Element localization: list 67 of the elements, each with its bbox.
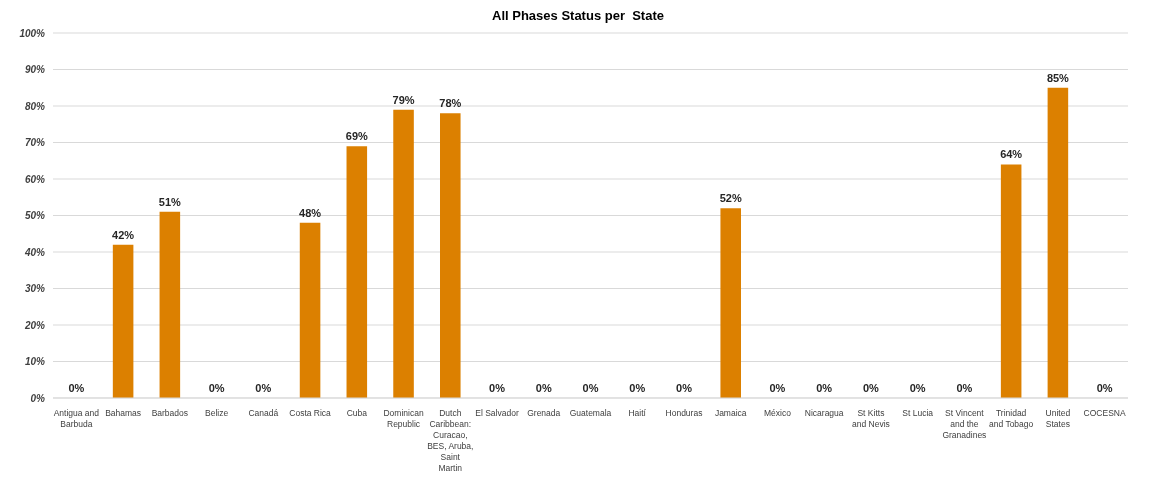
data-label: 0%	[535, 382, 552, 394]
x-tick-label: Costa Rica	[289, 408, 332, 418]
data-label: 0%	[629, 382, 646, 394]
x-tick-label: Nicaragua	[804, 408, 844, 418]
x-tick-label: Canadá	[248, 408, 279, 418]
y-tick-label: 100%	[19, 27, 46, 39]
x-tick-label: Jamaica	[714, 408, 747, 418]
data-label: 0%	[68, 382, 85, 394]
bar	[299, 222, 321, 398]
data-label: 51%	[158, 195, 182, 208]
y-tick-label: 80%	[24, 100, 46, 112]
y-tick-label: 20%	[23, 319, 46, 331]
data-label: 0%	[769, 382, 786, 394]
bar	[440, 113, 461, 398]
x-tick-label: St Kitts and Nevis	[852, 408, 890, 429]
y-tick-label: 40%	[23, 246, 46, 258]
x-tick-label: Haití	[628, 408, 647, 418]
x-tick-label: COCESNA	[1083, 408, 1126, 418]
y-tick-label: 50%	[24, 210, 46, 222]
x-tick-label: Grenada	[527, 408, 561, 418]
x-tick-label: Belize	[205, 408, 229, 418]
y-tick-label: 60%	[24, 173, 46, 185]
data-label: 48%	[299, 206, 322, 219]
data-label: 0%	[255, 382, 272, 394]
x-tick-label: Trinidad and Tobago	[989, 408, 1034, 429]
data-label: 69%	[345, 130, 369, 143]
data-label: 0%	[1096, 382, 1113, 394]
y-tick-label: 0%	[30, 392, 46, 404]
x-tick-label: Antigua and Barbuda	[53, 408, 100, 429]
data-label: 0%	[489, 382, 506, 394]
x-tick-label: Cuba	[346, 408, 368, 418]
x-tick-label: México	[763, 408, 792, 418]
x-tick-label: United States	[1045, 408, 1071, 429]
data-label: 0%	[676, 382, 693, 394]
x-tick-label: Guatemala	[569, 408, 612, 418]
bar	[1000, 164, 1022, 398]
bar	[720, 208, 741, 398]
x-tick-label: St Vincent and the Granadines	[942, 408, 987, 440]
y-tick-label: 70%	[24, 137, 46, 149]
data-label: 0%	[208, 382, 225, 394]
bar	[112, 244, 134, 398]
chart-title: All Phases Status per State	[491, 8, 665, 23]
bar	[1047, 87, 1069, 398]
data-label: 0%	[862, 382, 880, 394]
x-tick-label: Dutch Caribbean: Curacao, BES, Aruba, Saint Martin	[427, 408, 474, 473]
data-label: 52%	[719, 192, 742, 205]
data-label: 78%	[439, 97, 462, 110]
data-label: 64%	[1000, 148, 1023, 161]
data-label: 42%	[112, 228, 135, 241]
bar	[159, 211, 181, 398]
x-tick-label: St Lucia	[902, 408, 934, 418]
data-label: 85%	[1046, 71, 1070, 84]
y-tick-label: 30%	[24, 283, 46, 295]
bar	[346, 146, 368, 398]
bar	[393, 109, 414, 398]
x-tick-label: Barbados	[151, 408, 189, 418]
x-tick-label: Dominican Republic	[383, 408, 424, 429]
data-label: 0%	[909, 382, 926, 394]
data-label: 79%	[392, 93, 415, 106]
data-label: 0%	[956, 382, 973, 394]
y-tick-label: 90%	[24, 64, 46, 76]
data-label: 0%	[582, 382, 599, 394]
x-tick-label: Bahamas	[105, 408, 142, 418]
y-tick-label: 10%	[24, 356, 46, 368]
x-tick-label: El Salvador	[475, 408, 519, 418]
data-label: 0%	[816, 382, 833, 394]
x-tick-label: Honduras	[665, 408, 703, 418]
